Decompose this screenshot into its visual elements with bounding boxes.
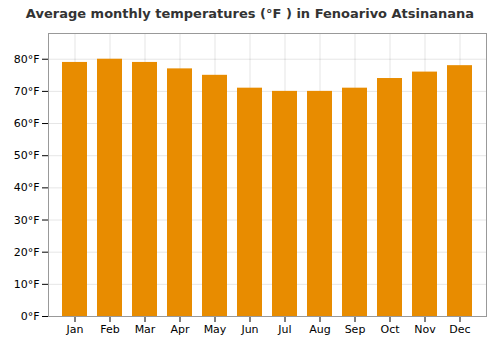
svg-text:Aug: Aug — [309, 323, 330, 336]
svg-text:Jun: Jun — [240, 323, 258, 336]
svg-text:Feb: Feb — [100, 323, 119, 336]
svg-text:50°F: 50°F — [14, 149, 40, 162]
svg-text:Dec: Dec — [449, 323, 470, 336]
svg-text:Jul: Jul — [277, 323, 291, 336]
svg-text:80°F: 80°F — [14, 53, 40, 66]
svg-text:May: May — [204, 323, 227, 336]
html-text:Average monthly temperatures (: Average monthly temperatures (°F ) in Fe… — [25, 6, 475, 21]
svg-text:Mar: Mar — [135, 323, 156, 336]
svg-text:Nov: Nov — [414, 323, 436, 336]
svg-text:Jan: Jan — [66, 323, 84, 336]
svg-text:Oct: Oct — [380, 323, 400, 336]
svg-text:40°F: 40°F — [14, 181, 40, 194]
svg-text:10°F: 10°F — [14, 278, 40, 291]
svg-text:0°F: 0°F — [21, 310, 40, 323]
svg-text:Sep: Sep — [345, 323, 366, 336]
svg-text:Apr: Apr — [170, 323, 190, 336]
svg-text:30°F: 30°F — [14, 214, 40, 227]
svg-text:70°F: 70°F — [14, 85, 40, 98]
svg-text:60°F: 60°F — [14, 117, 40, 130]
svg-text:20°F: 20°F — [14, 246, 40, 259]
